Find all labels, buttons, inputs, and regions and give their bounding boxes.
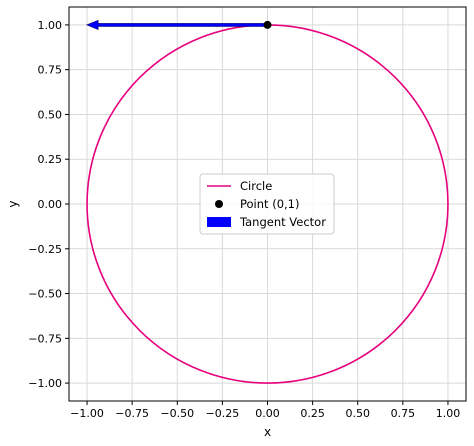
x-tick-label: 0.75 xyxy=(391,407,416,420)
y-axis-label: y xyxy=(6,200,20,207)
y-tick-label: 0.25 xyxy=(38,153,63,166)
y-tick-label: 0.75 xyxy=(38,64,63,77)
y-tick-label: 1.00 xyxy=(38,19,63,32)
legend-label: Circle xyxy=(240,179,272,193)
x-tick-label: 0.00 xyxy=(255,407,280,420)
x-tick-label: 0.50 xyxy=(345,407,370,420)
legend-box xyxy=(199,173,335,235)
x-tick-label: −0.50 xyxy=(160,407,194,420)
tangent-vector-arrow xyxy=(85,19,268,31)
y-tick-label: 0.00 xyxy=(38,198,63,211)
x-tick-label: 1.00 xyxy=(436,407,461,420)
y-tick-label: −0.75 xyxy=(28,332,62,345)
x-axis-label: x xyxy=(264,425,271,439)
legend: Circle Point (0,1) Tangent Vector xyxy=(199,173,335,235)
point-marker xyxy=(263,20,272,29)
y-tick-label: −1.00 xyxy=(28,377,62,390)
x-tick-label: −0.25 xyxy=(206,407,240,420)
x-tick-label: −0.75 xyxy=(115,407,149,420)
y-tick-label: −0.50 xyxy=(28,288,62,301)
legend-label: Tangent Vector xyxy=(239,215,326,229)
plot-area xyxy=(85,19,449,384)
legend-point-swatch xyxy=(215,200,223,208)
legend-label: Point (0,1) xyxy=(240,197,299,211)
x-tick-label: −1.00 xyxy=(70,407,104,420)
x-tick-label: 0.25 xyxy=(300,407,325,420)
legend-vector-swatch xyxy=(207,217,231,227)
y-tick-label: 0.50 xyxy=(38,108,63,121)
y-tick-label: −0.25 xyxy=(28,243,62,256)
ticks: −1.00 −0.75 −0.50 −0.25 0.00 0.25 0.50 0.75 1.00… xyxy=(28,19,460,420)
